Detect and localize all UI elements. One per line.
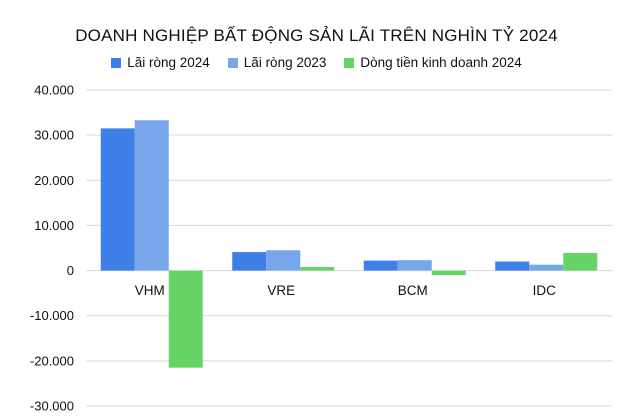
bar-vhm-series-2	[134, 120, 169, 271]
y-tick-label: 10.000	[34, 218, 74, 233]
bar-bcm-series-1	[363, 260, 398, 271]
x-category-label: IDC	[533, 283, 557, 298]
legend-label-series-3: Dòng tiền kinh doanh 2024	[360, 55, 522, 70]
bar-idc-series-3	[563, 252, 598, 271]
legend-swatch-series-3	[344, 57, 355, 68]
x-category-label: VRE	[267, 283, 295, 298]
bar-bcm-series-3	[431, 270, 466, 276]
y-tick-label: 40.000	[34, 83, 74, 98]
legend-swatch-series-1	[111, 57, 122, 68]
bar-vhm-series-3	[168, 270, 203, 368]
bar-idc-series-1	[495, 261, 530, 271]
chart-title: DOANH NGHIỆP BẤT ĐỘNG SẢN LÃI TRÊN NGHÌN…	[75, 26, 558, 45]
bar-vre-series-2	[266, 250, 301, 271]
legend-item-series-3: Dòng tiền kinh doanh 2024	[344, 55, 522, 70]
legend-item-series-2: Lãi ròng 2023	[227, 55, 327, 70]
bar-vhm-series-1	[100, 128, 135, 271]
legend-swatch-series-2	[227, 57, 238, 68]
x-category-label: VHM	[135, 283, 165, 298]
legend-label-series-1: Lãi ròng 2024	[127, 55, 210, 70]
legend: Lãi ròng 2024 Lãi ròng 2023 Dòng tiền ki…	[0, 55, 633, 70]
legend-label-series-2: Lãi ròng 2023	[243, 55, 327, 70]
bar-idc-series-2	[529, 264, 564, 271]
y-tick-label: -30.000	[30, 399, 74, 414]
legend-item-series-1: Lãi ròng 2024	[111, 55, 210, 70]
bar-bcm-series-2	[397, 260, 432, 271]
bar-vre-series-1	[232, 252, 267, 271]
y-tick-label: 30.000	[34, 128, 74, 143]
y-tick-label: -10.000	[30, 308, 74, 323]
y-tick-label: 0	[67, 263, 74, 278]
y-tick-label: -20.000	[30, 353, 74, 368]
y-tick-label: 20.000	[34, 173, 74, 188]
bar-vre-series-3	[300, 266, 335, 271]
x-category-label: BCM	[398, 283, 428, 298]
